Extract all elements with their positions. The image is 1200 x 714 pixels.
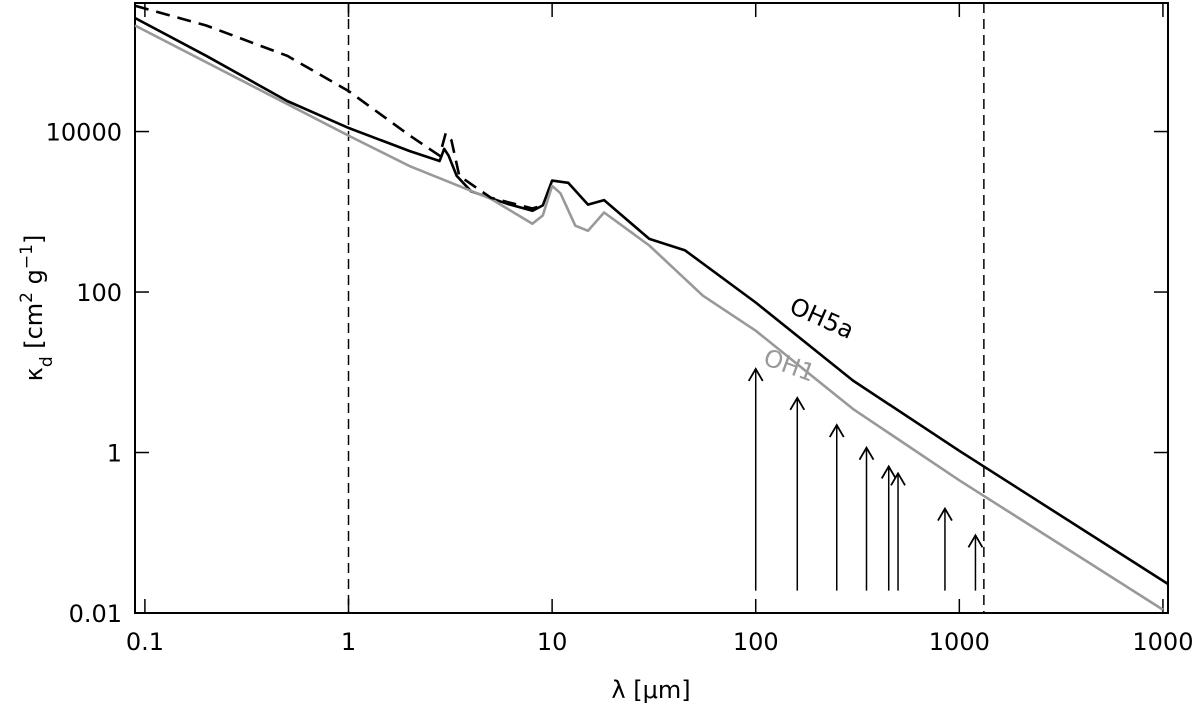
y-tick-label: 10000 — [46, 119, 122, 147]
x-tick-label: 1 — [341, 628, 356, 656]
arrow-head — [858, 445, 875, 461]
y-label-part: [cm — [20, 303, 48, 357]
lower-limit-arrow — [967, 533, 984, 591]
y-tick-label: 0.01 — [69, 600, 122, 628]
x-tick-label: 1000 — [929, 628, 990, 656]
x-tick-label: 10 — [537, 628, 568, 656]
y-label-part: g — [20, 269, 48, 292]
y-tick-label: 100 — [76, 279, 122, 307]
data-line — [134, 24, 1164, 611]
arrow-head — [890, 471, 906, 486]
y-label-part: κ — [20, 367, 48, 381]
arrow-head — [828, 423, 845, 438]
arrow-head — [747, 367, 764, 382]
x-tick-label: 1000 — [1132, 628, 1193, 656]
lower-limit-arrow — [880, 464, 897, 591]
lower-limit-arrow — [937, 506, 953, 591]
y-label-part: 2 — [17, 292, 37, 303]
y-tick-label: 1 — [107, 440, 122, 468]
y-label-part: d — [37, 356, 57, 367]
data-line — [134, 4, 544, 210]
lower-limit-arrow — [858, 445, 875, 591]
x-axis-label: λ [μm] — [611, 676, 690, 704]
lower-limit-arrow — [747, 367, 764, 591]
series-label: OH1 — [760, 343, 819, 387]
x-tick-label: 100 — [733, 628, 779, 656]
lower-limit-arrow — [789, 396, 806, 591]
arrow-head — [880, 464, 897, 479]
y-label-part: −1 — [17, 244, 37, 269]
lower-limit-arrow — [890, 471, 906, 591]
data-line — [134, 16, 1169, 586]
arrow-head — [789, 396, 806, 411]
y-label-part: ] — [20, 235, 48, 244]
arrow-head — [937, 506, 953, 522]
y-axis-label: κd [cm2 g−1] — [17, 235, 57, 382]
plot-frame — [134, 2, 1169, 614]
arrow-head — [967, 533, 984, 548]
x-tick-label: 0.1 — [126, 628, 164, 656]
lower-limit-arrow — [828, 423, 845, 591]
